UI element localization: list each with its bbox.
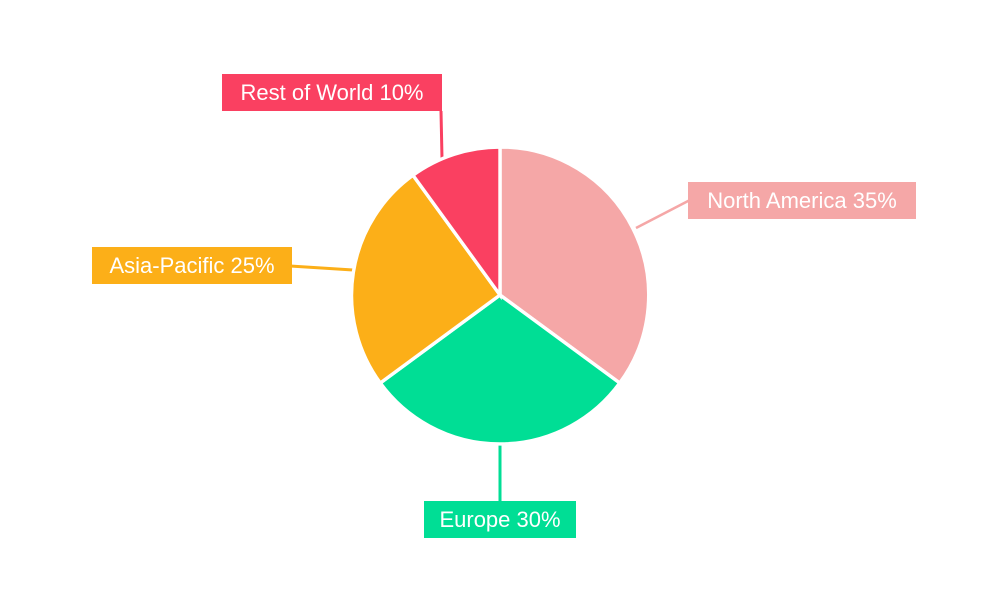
pie-slice-rest-of-world[interactable] (410, 145, 502, 301)
leader-line-north-america (635, 198, 691, 230)
pie-slice-north-america[interactable] (498, 145, 651, 386)
pie-slice-europe[interactable] (377, 292, 623, 446)
pie-label-rest-of-world[interactable]: Rest of World 10% (222, 74, 442, 111)
pie-wedges (349, 145, 651, 446)
pie-slice-asia-pacific[interactable] (349, 172, 503, 386)
pie-label-europe[interactable]: Europe 30% (424, 501, 576, 538)
leader-line-rest-of-world (439, 110, 444, 159)
pie-label-asia-pacific[interactable]: Asia-Pacific 25% (92, 247, 292, 284)
pie-label-north-america[interactable]: North America 35% (688, 182, 916, 219)
leader-line-asia-pacific (289, 264, 354, 272)
